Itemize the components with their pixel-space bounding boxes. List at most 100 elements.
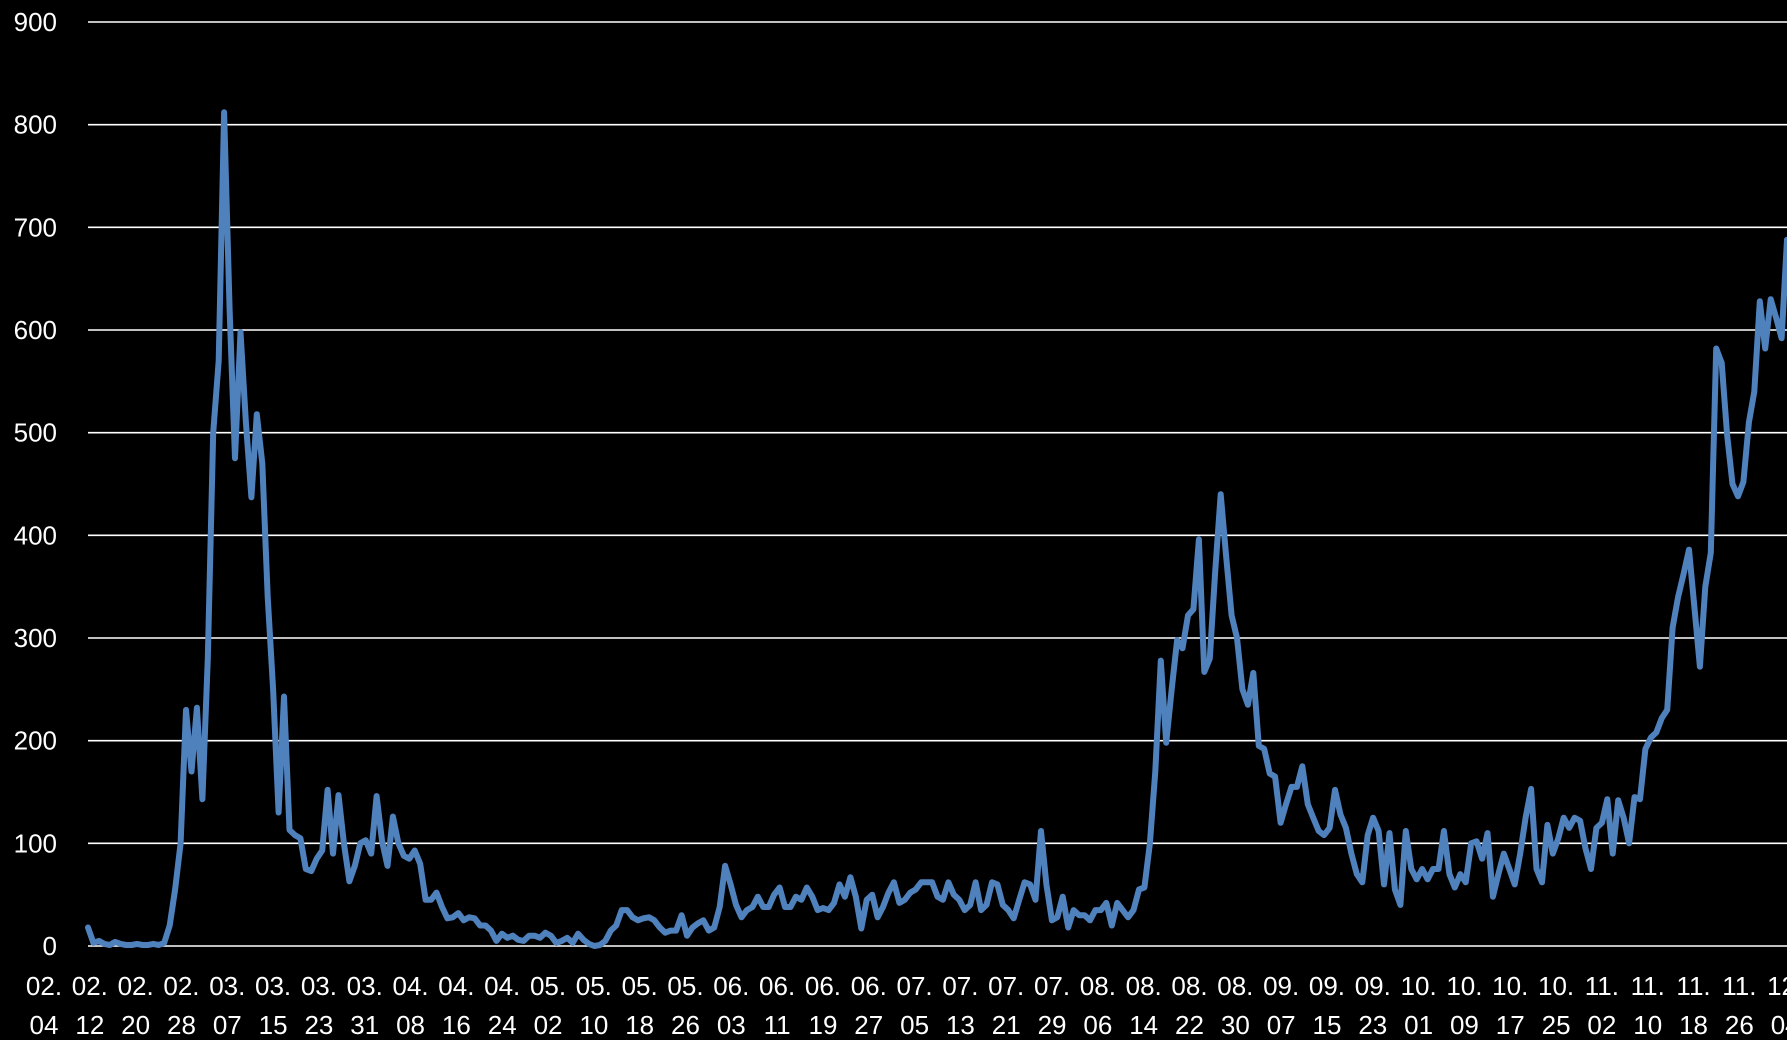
x-tick-day: 08: [396, 1010, 425, 1040]
x-tick-day: 12: [75, 1010, 104, 1040]
x-tick-label: 08. 06: [1080, 971, 1116, 1040]
x-tick-month: 08.: [1080, 971, 1116, 1001]
x-tick-day: 09: [1450, 1010, 1479, 1040]
x-tick-month: 05.: [530, 971, 566, 1001]
x-tick-label: 09. 23: [1355, 971, 1391, 1040]
x-tick-day: 05: [900, 1010, 929, 1040]
x-tick-month: 06.: [805, 971, 841, 1001]
y-tick-label: 600: [14, 315, 57, 345]
x-tick-day: 10: [579, 1010, 608, 1040]
x-tick-label: 08. 14: [1126, 971, 1162, 1040]
x-tick-month: 12.: [1767, 971, 1787, 1001]
x-tick-month: 06.: [759, 971, 795, 1001]
x-tick-day: 07: [1267, 1010, 1296, 1040]
x-tick-month: 08.: [1171, 971, 1207, 1001]
x-tick-label: 02. 20: [118, 971, 154, 1040]
x-tick-label: 02. 12: [72, 971, 108, 1040]
y-tick-label: 100: [14, 828, 57, 858]
x-tick-month: 11.: [1585, 971, 1619, 1001]
x-tick-label: 05. 26: [667, 971, 703, 1040]
x-tick-label: 07. 29: [1034, 971, 1070, 1040]
x-tick-day: 15: [1313, 1010, 1342, 1040]
x-tick-label: 06. 27: [851, 971, 887, 1040]
x-tick-day: 11: [764, 1010, 791, 1040]
x-tick-day: 07: [213, 1010, 242, 1040]
x-tick-day: 01: [1404, 1010, 1433, 1040]
x-tick-label: 02. 28: [163, 971, 199, 1040]
x-tick-day: 02: [534, 1010, 563, 1040]
x-tick-label: 05. 02: [530, 971, 566, 1040]
x-tick-month: 10.: [1401, 971, 1437, 1001]
x-tick-month: 11.: [1631, 971, 1665, 1001]
x-tick-day: 31: [350, 1010, 379, 1040]
x-tick-label: 10. 17: [1492, 971, 1528, 1040]
x-tick-month: 06.: [713, 971, 749, 1001]
x-tick-label: 07. 05: [897, 971, 933, 1040]
x-tick-month: 08.: [1217, 971, 1253, 1001]
x-tick-month: 05.: [622, 971, 658, 1001]
x-tick-label: 04. 24: [484, 971, 520, 1040]
x-tick-day: 15: [259, 1010, 288, 1040]
x-tick-day: 19: [808, 1010, 837, 1040]
x-tick-label: 09. 15: [1309, 971, 1345, 1040]
x-tick-month: 11.: [1722, 971, 1756, 1001]
x-tick-month: 03.: [255, 971, 291, 1001]
x-tick-label: 03. 07: [209, 971, 245, 1040]
x-tick-day: 20: [121, 1010, 150, 1040]
x-tick-day: 28: [167, 1010, 196, 1040]
x-tick-month: 06.: [851, 971, 887, 1001]
x-tick-month: 02.: [26, 971, 62, 1001]
y-tick-label: 0: [43, 931, 57, 961]
x-tick-month: 10.: [1538, 971, 1574, 1001]
y-tick-label: 400: [14, 520, 57, 550]
x-tick-label: 08. 30: [1217, 971, 1253, 1040]
x-tick-label: 05. 18: [622, 971, 658, 1040]
x-tick-day: 14: [1129, 1010, 1158, 1040]
x-tick-month: 02.: [72, 971, 108, 1001]
x-tick-month: 07.: [942, 971, 978, 1001]
y-tick-label: 300: [14, 623, 57, 653]
x-tick-label: 06. 11: [759, 971, 795, 1040]
x-tick-month: 08.: [1126, 971, 1162, 1001]
x-tick-day: 04: [30, 1010, 59, 1040]
x-tick-day: 03: [717, 1010, 746, 1040]
x-tick-day: 26: [1725, 1010, 1754, 1040]
x-tick-day: 30: [1221, 1010, 1250, 1040]
x-tick-day: 16: [442, 1010, 471, 1040]
series-group: [85, 109, 1787, 949]
x-tick-day: 06: [1083, 1010, 1112, 1040]
x-tick-label: 07. 13: [942, 971, 978, 1040]
x-tick-label: 05. 10: [576, 971, 612, 1040]
x-tick-day: 27: [854, 1010, 883, 1040]
x-tick-month: 05.: [667, 971, 703, 1001]
x-tick-month: 10.: [1492, 971, 1528, 1001]
x-tick-day: 04: [1771, 1010, 1787, 1040]
x-tick-month: 04.: [438, 971, 474, 1001]
x-tick-day: 29: [1038, 1010, 1067, 1040]
y-tick-label: 500: [14, 418, 57, 448]
x-tick-month: 05.: [576, 971, 612, 1001]
x-tick-label: 04. 08: [392, 971, 428, 1040]
x-tick-label: 11. 26: [1722, 971, 1756, 1040]
x-tick-month: 09.: [1263, 971, 1299, 1001]
x-tick-label: 06. 19: [805, 971, 841, 1040]
x-tick-month: 07.: [897, 971, 933, 1001]
y-axis-tick-labels: 0 100 200 300 400 500 600 700 800 900: [14, 7, 57, 961]
x-tick-month: 07.: [988, 971, 1024, 1001]
x-tick-day: 23: [1358, 1010, 1387, 1040]
x-tick-month: 11.: [1676, 971, 1710, 1001]
y-tick-label: 900: [14, 7, 57, 37]
x-tick-label: 10. 09: [1446, 971, 1482, 1040]
x-tick-label: 06. 03: [713, 971, 749, 1040]
x-tick-day: 18: [1679, 1010, 1708, 1040]
x-tick-label: 07. 21: [988, 971, 1024, 1040]
x-tick-label: 04. 16: [438, 971, 474, 1040]
x-tick-month: 02.: [118, 971, 154, 1001]
x-tick-day: 13: [946, 1010, 975, 1040]
x-tick-month: 09.: [1309, 971, 1345, 1001]
x-tick-month: 04.: [392, 971, 428, 1001]
y-tick-label: 200: [14, 726, 57, 756]
series-line-0: [85, 109, 1787, 949]
